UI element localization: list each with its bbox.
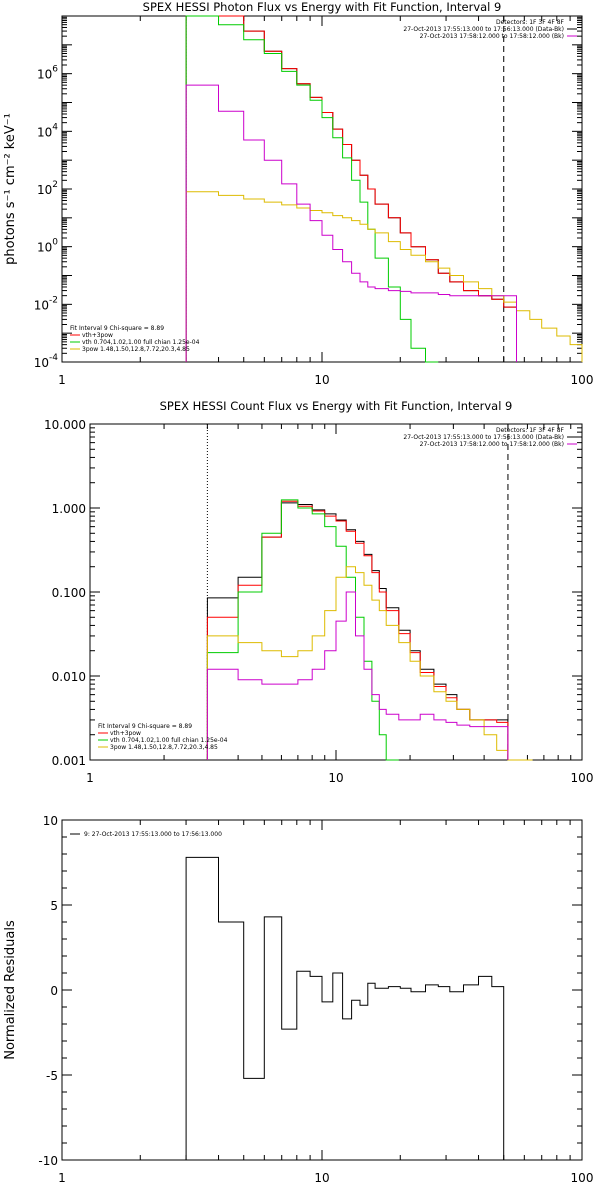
y-axis-label: Normalized Residuals <box>3 920 18 1060</box>
y-tick-label: 5 <box>50 899 58 913</box>
y-tick-label: 0.001 <box>52 754 86 768</box>
y-tick-label: 0.100 <box>52 586 86 600</box>
series-data-line <box>185 856 505 1160</box>
detector-info-text: 27-Oct-2013 17:58:12.000 to 17:58:12.000… <box>420 33 564 40</box>
legend-title: Fit Interval 9 Chi-square = 8.89 <box>70 325 164 332</box>
legend-entry: vth+3pow <box>110 730 141 737</box>
detector-info-text: Detectors: 1F 3F 4F 8F <box>496 427 565 434</box>
y-axis-label: photons s⁻¹ cm⁻² keV⁻¹ <box>3 113 18 265</box>
x-tick-label: 10 <box>328 771 343 785</box>
x-tick-label: 1 <box>58 373 66 387</box>
x-tick-label: 10 <box>314 1171 329 1185</box>
y-tick-label: -10 <box>38 1154 58 1168</box>
series-bk-line <box>206 591 509 760</box>
legend-title: Fit Interval 9 Chi-square = 8.89 <box>98 723 192 730</box>
y-tick-label: 10-4 <box>34 353 59 370</box>
series-data-line <box>185 15 517 362</box>
x-tick-label: 100 <box>571 1171 594 1185</box>
y-tick-label: 104 <box>37 122 58 139</box>
detector-info-text: 27-Oct-2013 17:55:13.000 to 17:56:13.000… <box>403 434 564 441</box>
y-tick-label: 102 <box>37 180 58 197</box>
series-3pow-line <box>185 191 583 362</box>
chart-panel-1: SPEX HESSI Photon Flux vs Energy with Fi… <box>3 0 593 387</box>
y-tick-label: 0 <box>50 984 58 998</box>
series-vth-line <box>206 499 399 761</box>
detector-info-text: Detectors: 1F 3F 4F 8F <box>496 19 565 26</box>
y-tick-label: 10 <box>43 814 58 828</box>
x-tick-label: 100 <box>571 373 594 387</box>
legend-entry: vth 0.704,1.02,1.00 full chian 1.25e-04 <box>110 737 228 744</box>
y-tick-label: 0.010 <box>52 670 86 684</box>
y-tick-label: 10.000 <box>44 418 86 432</box>
chart-title: SPEX HESSI Count Flux vs Energy with Fit… <box>160 399 513 413</box>
legend-entry: 9: 27-Oct-2013 17:55:13.000 to 17:56:13.… <box>84 831 222 838</box>
x-tick-label: 1 <box>58 1171 66 1185</box>
series-3pow-line <box>206 566 533 761</box>
y-tick-label: 100 <box>37 238 58 255</box>
y-tick-label: 10-2 <box>34 295 58 312</box>
detector-info-text: 27-Oct-2013 17:58:12.000 to 17:58:12.000… <box>420 441 564 448</box>
series-vth-line <box>185 15 439 363</box>
legend-entry: 3pow 1.48,1.50,12.8,7.72,20.3,4.85 <box>82 346 190 353</box>
x-tick-label: 1 <box>86 771 94 785</box>
series-bk-line <box>185 84 517 362</box>
y-tick-label: 1.000 <box>52 502 86 516</box>
legend-entry: vth+3pow <box>82 332 113 339</box>
series-data-line <box>206 502 509 760</box>
series-vth-3pow-line <box>206 500 509 760</box>
chart-panel-2: SPEX HESSI Count Flux vs Energy with Fit… <box>44 399 593 785</box>
y-tick-label: -5 <box>46 1069 58 1083</box>
x-tick-label: 100 <box>571 771 594 785</box>
series-vth-3pow-line <box>185 15 517 362</box>
chart-title: SPEX HESSI Photon Flux vs Energy with Fi… <box>143 0 502 14</box>
y-tick-label: 106 <box>37 65 58 82</box>
chart-panel-3: 1 10 100 -10 -5 0 5 10 Normalized Residuals 9: 27… <box>3 814 593 1185</box>
legend-entry: vth 0.704,1.02,1.00 full chian 1.25e-04 <box>82 339 200 346</box>
legend-entry: 3pow 1.48,1.50,12.8,7.72,20.3,4.85 <box>110 744 218 751</box>
detector-info-text: 27-Oct-2013 17:55:13.000 to 17:56:13.000… <box>403 26 564 33</box>
x-tick-label: 10 <box>314 373 329 387</box>
